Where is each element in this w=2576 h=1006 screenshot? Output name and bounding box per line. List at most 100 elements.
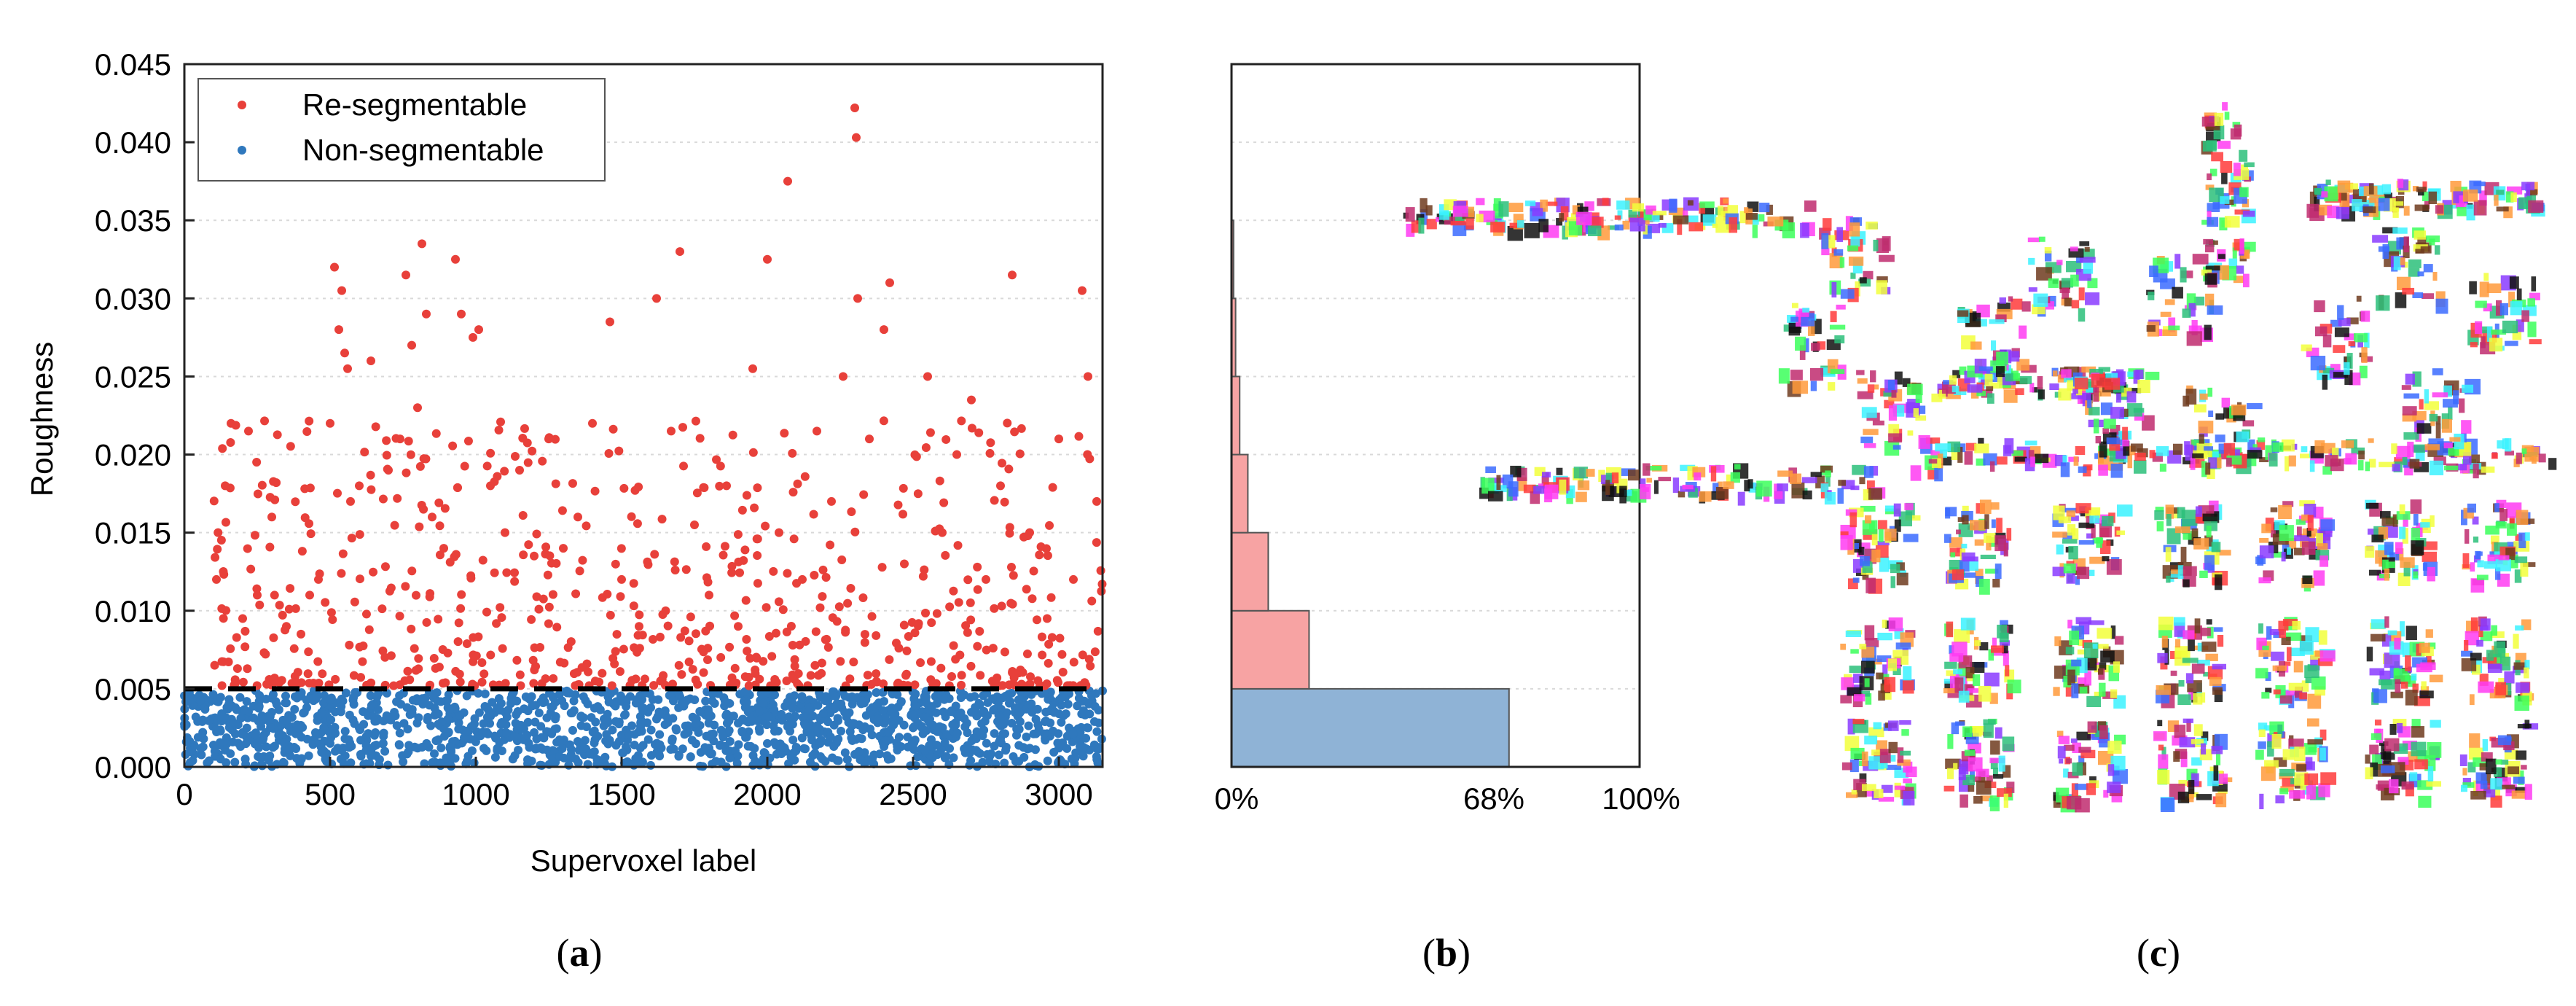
re-segmentable-point [278,610,287,620]
non-segmentable-point [565,754,574,763]
non-segmentable-point [319,698,329,708]
non-segmentable-point [753,716,762,725]
point-cloud-segment [2174,254,2181,269]
non-segmentable-point [229,718,238,728]
point-cloud-segment [1861,647,1875,658]
point-cloud-segment [2403,393,2419,399]
re-segmentable-point [1005,529,1014,538]
point-cloud-segment [1849,512,1857,528]
point-cloud-segment [2426,781,2442,787]
non-segmentable-point [590,735,600,744]
point-cloud-segment [2099,725,2108,739]
point-cloud-segment [2205,293,2215,307]
re-segmentable-point [559,544,568,553]
point-cloud-segment [1829,253,1843,269]
point-cloud-segment [2070,246,2078,252]
point-cloud-segment [2168,325,2180,331]
point-cloud-segment [2490,778,2503,790]
re-segmentable-point [952,450,961,459]
point-cloud-segment [2427,566,2435,582]
non-segmentable-point [520,704,529,714]
point-cloud-segment [2168,317,2176,332]
re-segmentable-point [451,550,461,559]
point-cloud-segment [1850,234,1860,247]
point-cloud-segment [1840,643,1847,650]
re-segmentable-point [355,642,364,652]
non-segmentable-point [583,699,592,709]
re-segmentable-point [712,455,721,464]
re-segmentable-point [795,640,804,650]
point-cloud-segment [1970,341,1982,350]
re-segmentable-point [232,633,241,642]
point-cloud-segment [1546,201,1558,206]
non-segmentable-point [349,693,359,702]
re-segmentable-point [300,513,310,523]
point-cloud-segment [2038,236,2045,242]
re-segmentable-point [973,585,982,594]
point-cloud-segment [2396,548,2404,561]
point-cloud-segment [2075,446,2086,456]
point-cloud-segment [2207,173,2212,181]
point-cloud-segment [1903,778,1912,784]
point-cloud-segment [2224,216,2240,228]
point-cloud-segment [1897,759,1911,766]
point-cloud-segment [1766,204,1773,215]
window [2153,718,2233,813]
point-cloud-segment [1892,667,1901,676]
non-segmentable-point [450,754,460,763]
point-cloud-segment [1476,198,1485,206]
point-cloud-segment [2208,457,2217,469]
re-segmentable-point [246,564,256,574]
non-segmentable-point [278,730,287,740]
point-cloud-segment [2524,532,2530,541]
point-cloud-segment [1878,529,1884,542]
non-segmentable-point [222,733,231,742]
window [1840,502,1921,594]
re-segmentable-point [788,488,798,497]
point-cloud-segment [2481,336,2486,348]
point-cloud-segment [1577,206,1589,214]
x-tick-label: 500 [305,777,356,811]
re-segmentable-point [730,663,740,673]
re-segmentable-point [649,634,658,644]
re-segmentable-point [519,550,528,560]
point-cloud-segment [2105,373,2118,379]
point-cloud-segment [1957,446,1963,463]
x-tick-label: 3000 [1025,777,1092,811]
non-segmentable-point [1068,729,1078,738]
point-cloud-segment [2158,754,2169,770]
point-cloud-segment [2198,421,2214,434]
point-cloud-segment [2365,767,2373,780]
non-segmentable-point [1019,752,1029,762]
non-segmentable-point [763,738,772,748]
re-segmentable-point [243,544,252,553]
point-cloud-segment [2199,393,2208,400]
non-segmentable-point [1009,752,1018,761]
point-cloud-segment [2288,682,2302,691]
point-cloud-segment [1978,437,1984,444]
point-cloud-segment [2400,621,2405,637]
re-segmentable-point [748,448,758,457]
point-cloud-segment [1673,215,1689,225]
panel-b-x-tick-100: 100% [1602,781,1680,816]
non-segmentable-point [379,728,388,738]
re-segmentable-point [219,569,229,579]
re-segmentable-point [520,424,529,433]
point-cloud-segment [1967,384,1983,393]
point-cloud-segment [1863,466,1874,478]
non-segmentable-point [319,723,329,733]
re-segmentable-point [1086,661,1095,671]
point-cloud-segment [1962,515,1969,525]
point-cloud-segment [2295,519,2306,525]
re-segmentable-point [217,604,227,613]
non-segmentable-point [909,722,919,731]
re-segmentable-point [455,669,464,679]
point-cloud-segment [1895,642,1911,650]
point-cloud-segment [2002,765,2011,778]
non-segmentable-point [1085,709,1095,719]
point-cloud-segment [2480,780,2488,789]
point-cloud-segment [1991,340,1997,351]
re-segmentable-point [957,416,966,426]
point-cloud-segment [1628,209,1637,218]
non-segmentable-point [557,744,567,753]
